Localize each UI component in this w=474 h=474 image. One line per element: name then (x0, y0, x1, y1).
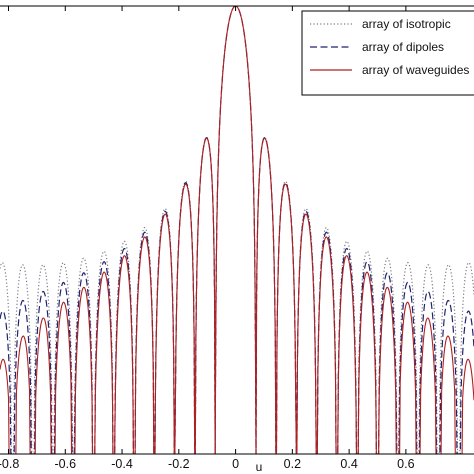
x-tick-label: -0.2 (168, 457, 190, 471)
x-tick-label: 0 (232, 457, 239, 471)
series-layer (0, 6, 474, 454)
x-tick-label: 0.6 (397, 457, 414, 471)
axes (0, 5, 474, 455)
series-line-3 (0, 6, 474, 454)
plot-area (0, 6, 474, 454)
x-tick-label: 0.2 (284, 457, 301, 471)
legend-label-2: array of dipoles (362, 40, 444, 54)
x-ticks: -0.8 -0.6 -0.4 -0.2 0 0.2 0.4 0.6 (0, 6, 415, 471)
legend: array of isotropic array of dipoles array … (301, 10, 474, 96)
x-tick-label: -0.6 (55, 457, 77, 471)
legend-box (301, 10, 474, 96)
series-line-2 (0, 6, 474, 454)
x-tick-label: 0.4 (340, 457, 357, 471)
legend-label-1: array of isotropic (362, 17, 451, 31)
legend-label-3: array of waveguides (362, 63, 469, 77)
x-axis-label: u (256, 460, 263, 474)
x-tick-label: -0.4 (111, 457, 133, 471)
x-tick-label: -0.8 (0, 457, 19, 471)
